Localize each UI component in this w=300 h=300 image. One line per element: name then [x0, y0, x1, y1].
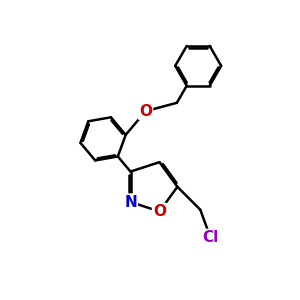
Text: N: N — [124, 194, 137, 209]
Text: Cl: Cl — [202, 230, 218, 245]
Text: O: O — [153, 204, 166, 219]
Text: O: O — [139, 104, 152, 119]
